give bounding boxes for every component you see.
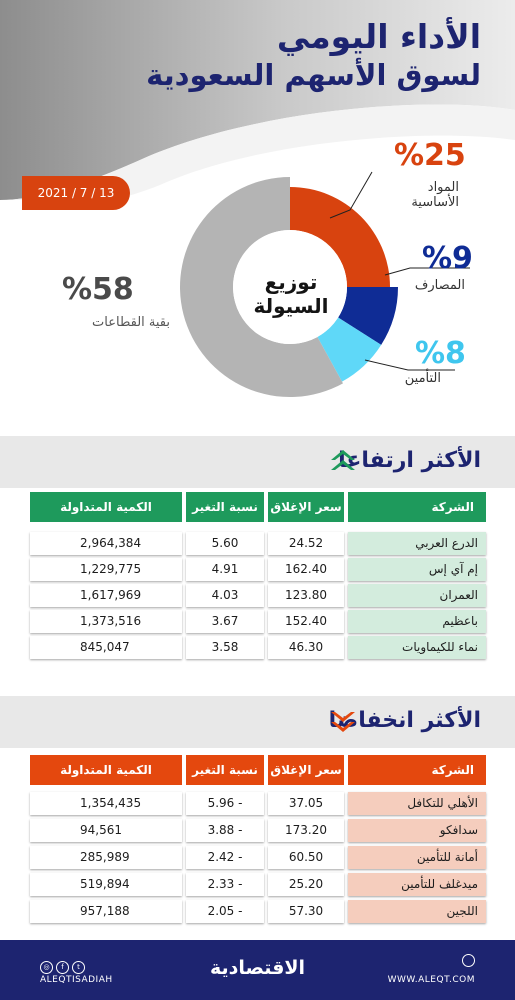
change-cell: 3.67 (186, 610, 264, 633)
close-cell: 57.30 (268, 900, 344, 923)
company-cell: أمانة للتأمين (348, 846, 486, 869)
header-background (0, 0, 515, 200)
losers-header-close: سعر الإغلاق (268, 755, 344, 785)
losers-header-change: نسبة التغير % (186, 755, 264, 807)
company-cell: سدافكو (348, 819, 486, 842)
volume-cell: 285,989 (30, 846, 182, 869)
close-cell: 123.80 (268, 584, 344, 607)
change-cell: 4.91 (186, 558, 264, 581)
change-cell: 2.42 - (186, 846, 264, 869)
close-cell: 152.40 (268, 610, 344, 633)
leader-line-insurance (364, 359, 455, 371)
gainers-header-change: نسبة التغير % (186, 492, 264, 544)
volume-cell: 2,964,384 (30, 532, 182, 555)
company-cell: ميدغلف للتأمين (348, 873, 486, 896)
change-cell: 4.03 (186, 584, 264, 607)
twitter-icon[interactable]: t (72, 961, 85, 974)
change-cell: 2.05 - (186, 900, 264, 923)
other-sectors-label: بقية القطاعات (92, 315, 170, 330)
banks-percent: %9 (422, 241, 473, 276)
insurance-percent: %8 (415, 336, 466, 371)
donut-center-label: توزيع السيولة (232, 270, 350, 318)
change-cell: 2.33 - (186, 873, 264, 896)
close-cell: 60.50 (268, 846, 344, 869)
losers-header-volume: الكمية المتداولة (30, 755, 182, 785)
change-cell: 5.60 (186, 532, 264, 555)
gainers-header-company: الشركة (348, 492, 486, 522)
company-cell: الأهلي للتكافل (348, 792, 486, 815)
liquidity-donut-chart (179, 171, 470, 397)
company-cell: الدرع العربي (348, 532, 486, 555)
social-handle[interactable]: ALEQTISADIAH (40, 975, 113, 985)
footer: ◎ f t ALEQTISADIAH الاقتصادية WWW.ALEQT.CO… (0, 940, 515, 1000)
gainers-title: الأكثر ارتفاعا (338, 448, 481, 473)
brand-logo: الاقتصادية (209, 957, 306, 979)
close-cell: 162.40 (268, 558, 344, 581)
materials-label: المواد الأساسية (411, 180, 459, 210)
volume-cell: 1,229,775 (30, 558, 182, 581)
center-label-line1: توزيع (264, 270, 318, 294)
close-cell: 24.52 (268, 532, 344, 555)
double-down-arrow-icon (331, 712, 355, 732)
volume-cell: 1,617,969 (30, 584, 182, 607)
close-cell: 173.20 (268, 819, 344, 842)
losers-header-company: الشركة (348, 755, 486, 785)
website-link[interactable]: WWW.ALEQT.COM (387, 975, 475, 985)
double-up-arrow-icon (331, 450, 355, 470)
change-cell: 3.58 (186, 636, 264, 659)
leader-line-banks (384, 267, 470, 276)
insurance-segment (317, 317, 382, 382)
company-cell: نماء للكيماويات (348, 636, 486, 659)
materials-segment (290, 187, 390, 287)
page-title: الأداء اليومي (276, 17, 481, 56)
date-badge: 2021 / 7 / 13 (22, 176, 130, 210)
close-cell: 37.05 (268, 792, 344, 815)
page-subtitle: لسوق الأسهم السعودية (146, 58, 481, 92)
center-label-line2: السيولة (253, 294, 329, 318)
leader-line-materials (329, 171, 373, 219)
company-cell: باعظيم (348, 610, 486, 633)
volume-cell: 1,354,435 (30, 792, 182, 815)
other-sectors-percent: %58 (62, 272, 134, 307)
volume-cell: 845,047 (30, 636, 182, 659)
volume-cell: 519,894 (30, 873, 182, 896)
close-cell: 25.20 (268, 873, 344, 896)
volume-cell: 1,373,516 (30, 610, 182, 633)
gainers-header-close: سعر الإغلاق (268, 492, 344, 522)
insurance-label: التأمين (404, 371, 441, 386)
volume-cell: 957,188 (30, 900, 182, 923)
instagram-icon[interactable]: ◎ (40, 961, 53, 974)
gainers-band: الأكثر ارتفاعا (0, 436, 515, 488)
losers-band: الأكثر انخفاضا (0, 696, 515, 748)
change-cell: 5.96 - (186, 792, 264, 815)
globe-icon (462, 954, 475, 967)
materials-percent: %25 (394, 138, 466, 173)
close-cell: 46.30 (268, 636, 344, 659)
company-cell: اللجين (348, 900, 486, 923)
materials-label-line1: المواد (427, 180, 459, 195)
facebook-icon[interactable]: f (56, 961, 69, 974)
social-icons: ◎ f t (40, 954, 88, 974)
gainers-header-volume: الكمية المتداولة (30, 492, 182, 522)
other-sectors-segment (179, 177, 343, 397)
banks-segment (338, 287, 398, 345)
change-cell: 3.88 - (186, 819, 264, 842)
donut-center (233, 230, 347, 344)
banks-label: المصارف (414, 278, 465, 293)
materials-label-line2: الأساسية (411, 195, 459, 210)
company-cell: العمران (348, 584, 486, 607)
volume-cell: 94,561 (30, 819, 182, 842)
company-cell: إم آي إس (348, 558, 486, 581)
